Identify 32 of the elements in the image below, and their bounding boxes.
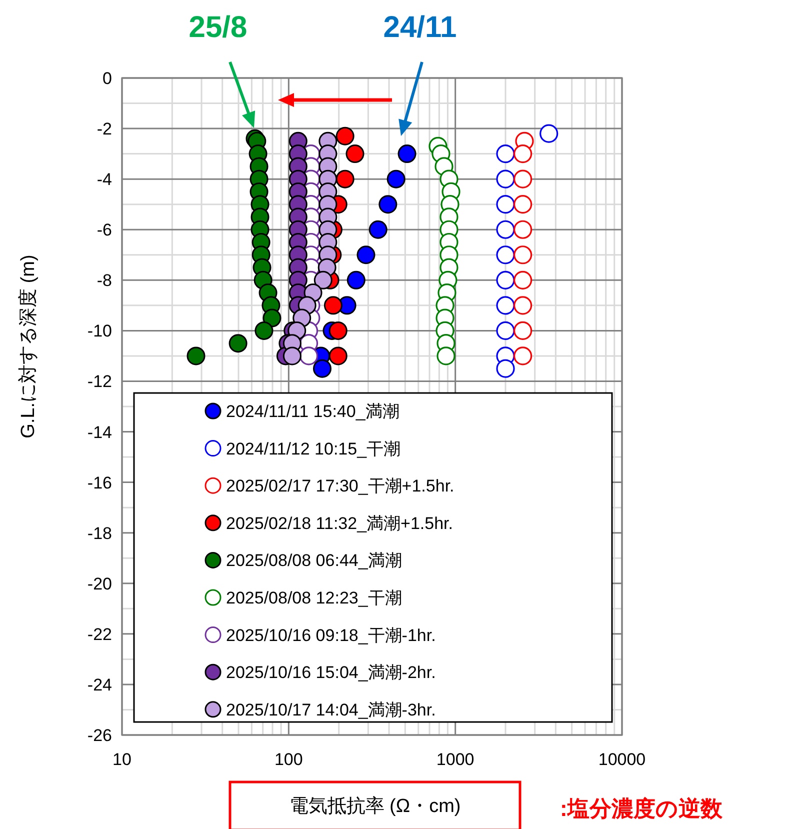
legend-label: 2025/08/08 06:44_満潮 xyxy=(226,551,402,570)
y-tick-label: -12 xyxy=(87,372,112,392)
y-tick-label: -16 xyxy=(87,473,112,492)
y-tick-label: -14 xyxy=(87,422,112,442)
y-tick-label: -6 xyxy=(96,220,112,240)
x-tick-label: 100 xyxy=(274,750,303,769)
y-axis-title: G.L.に対する深度 (m) xyxy=(17,254,39,438)
legend-label: 2025/02/17 17:30_干潮+1.5hr. xyxy=(226,476,454,496)
x-tick-label: 10 xyxy=(112,750,132,769)
text: :塩分濃度の逆数 xyxy=(560,796,724,821)
text: 25/8 xyxy=(188,11,248,44)
y-tick-label: -20 xyxy=(87,574,112,594)
y-tick-label: -2 xyxy=(96,120,112,139)
legend-label: 2025/02/18 11:32_満潮+1.5hr. xyxy=(226,514,454,533)
legend-label: 2025/10/17 14:04_満潮-3hr. xyxy=(226,700,436,720)
y-tick-label: -8 xyxy=(96,271,112,290)
text: 24/11 xyxy=(383,11,457,44)
y-tick-label: -10 xyxy=(87,322,112,341)
y-tick-label: -4 xyxy=(96,170,112,190)
y-tick-label: -22 xyxy=(87,624,112,644)
legend-label: 2025/08/08 12:23_干潮 xyxy=(226,588,402,608)
y-tick-label: -24 xyxy=(87,675,112,694)
x-tick-label: 10000 xyxy=(598,750,646,769)
x-tick-label: 1000 xyxy=(436,750,474,769)
y-tick-label: 0 xyxy=(102,69,112,88)
x-axis-title: 電気抵抗率 (Ω・cm) xyxy=(289,795,461,817)
legend-label: 2024/11/12 10:15_干潮 xyxy=(226,439,401,458)
y-tick-label: -26 xyxy=(87,726,112,745)
legend-label: 2024/11/11 15:40_満潮 xyxy=(226,402,400,421)
y-tick-label: -18 xyxy=(87,524,112,543)
legend-label: 2025/10/16 15:04_満潮-2hr. xyxy=(226,663,436,682)
legend-label: 2025/10/16 09:18_干潮-1hr. xyxy=(226,626,436,645)
